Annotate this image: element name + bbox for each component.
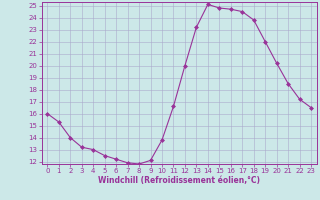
- X-axis label: Windchill (Refroidissement éolien,°C): Windchill (Refroidissement éolien,°C): [98, 176, 260, 185]
